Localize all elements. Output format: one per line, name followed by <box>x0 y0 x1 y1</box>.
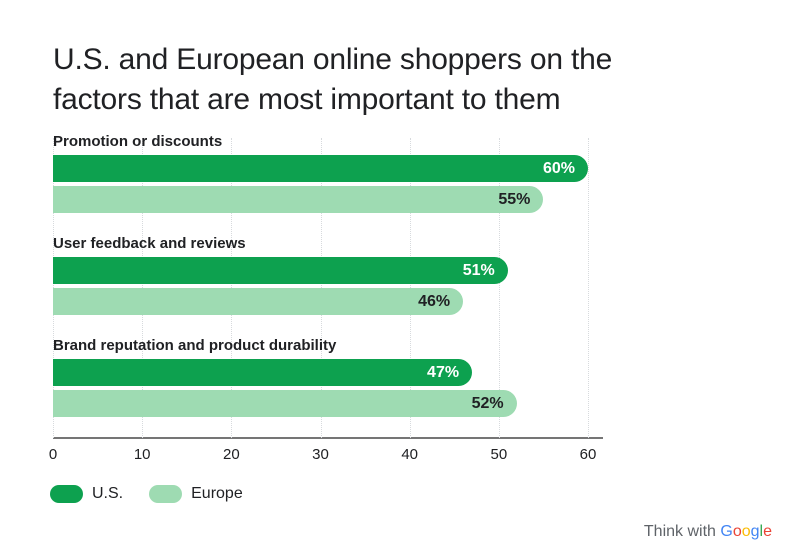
x-tick-label: 60 <box>579 446 597 463</box>
chart-title: U.S. and European online shoppers on the… <box>53 40 753 120</box>
chart-title-line2: factors that are most important to them <box>53 83 561 117</box>
attribution-prefix: Think with <box>643 523 721 540</box>
google-logo-letter: l <box>759 523 764 540</box>
category-label: Brand reputation and product durability <box>53 337 337 354</box>
gridline <box>588 138 589 438</box>
legend-swatch <box>149 485 183 503</box>
google-logo: Google <box>720 523 772 540</box>
bar-value-label: 46% <box>418 292 451 310</box>
category-label: User feedback and reviews <box>53 235 246 252</box>
category-label: Promotion or discounts <box>53 133 223 150</box>
bar-us: 60% <box>53 155 588 182</box>
bar-value-label: 47% <box>427 363 460 381</box>
bar-europe: 52% <box>53 390 517 417</box>
x-tick-label: 30 <box>312 446 329 463</box>
legend: U.S. Europe <box>50 485 243 503</box>
google-logo-letter: o <box>741 523 751 540</box>
x-tick-label: 40 <box>401 446 418 463</box>
x-tick-label: 0 <box>48 446 58 463</box>
bar-value-label: 60% <box>542 159 575 177</box>
google-logo-letter: G <box>720 523 733 540</box>
google-logo-letter: o <box>732 523 742 540</box>
x-tick-label: 50 <box>490 446 508 463</box>
legend-item-us: U.S. <box>50 485 123 503</box>
bar-us: 47% <box>53 359 473 386</box>
attribution: Think with Google <box>644 523 772 541</box>
legend-swatch <box>50 485 83 503</box>
bar-us: 51% <box>53 257 508 284</box>
bar-europe: 46% <box>53 288 464 315</box>
google-logo-letter: g <box>750 523 760 540</box>
gridline <box>498 138 500 438</box>
legend-label: Europe <box>191 485 243 502</box>
x-tick-label: 20 <box>222 446 240 463</box>
bar-value-label: 51% <box>462 261 495 279</box>
bar-europe: 55% <box>53 186 544 213</box>
x-tick-label: 10 <box>133 446 151 463</box>
chart-title-line1: U.S. and European online shoppers on the <box>53 43 613 77</box>
legend-label: U.S. <box>92 485 124 502</box>
x-axis-line <box>53 437 603 439</box>
bar-value-label: 55% <box>498 190 531 208</box>
bar-value-label: 52% <box>471 394 504 412</box>
legend-item-europe: Europe <box>149 485 243 503</box>
google-logo-letter: e <box>763 523 772 540</box>
